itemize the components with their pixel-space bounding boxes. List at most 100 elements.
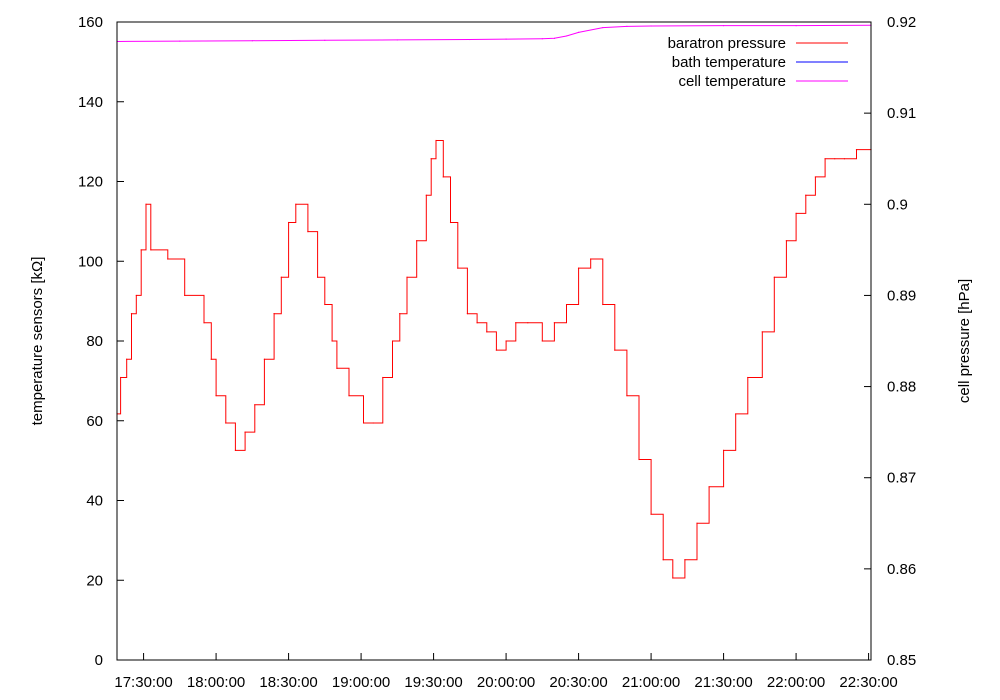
data-point xyxy=(244,431,246,433)
data-point xyxy=(785,240,788,242)
data-point xyxy=(553,322,556,324)
ticks-layer: 0 20 40 60 80 100 120 140 160 0.85 0.86 0.87 0.88 0.8… xyxy=(78,14,916,691)
data-point xyxy=(135,294,137,297)
y2-tick-label: 0.85 xyxy=(887,652,916,669)
data-point xyxy=(254,404,256,406)
data-point xyxy=(280,276,282,278)
data-point xyxy=(140,249,142,251)
data-point xyxy=(287,221,290,224)
data-point xyxy=(577,267,580,269)
data-point xyxy=(515,322,517,324)
data-point xyxy=(855,149,858,151)
data-point xyxy=(145,203,147,205)
data-point xyxy=(650,513,652,515)
y2-tick-label: 0.9 xyxy=(887,196,908,213)
data-point xyxy=(577,31,580,33)
data-point xyxy=(150,249,152,251)
data-point xyxy=(273,313,275,315)
data-point xyxy=(167,258,169,260)
y2-tick-label: 0.89 xyxy=(887,287,916,304)
data-point xyxy=(396,39,398,41)
data-point xyxy=(457,267,459,269)
legend-label-cell-temperature: cell temperature xyxy=(678,73,786,90)
data-point xyxy=(126,358,128,360)
x-tick-label: 22:30:00 xyxy=(839,674,897,691)
x-tick-label: 18:00:00 xyxy=(187,674,245,691)
data-point xyxy=(527,322,529,324)
data-point xyxy=(215,395,217,397)
x-tick-label: 19:30:00 xyxy=(404,674,462,691)
data-point xyxy=(263,358,266,360)
data-point xyxy=(466,313,469,315)
data-point xyxy=(672,577,674,579)
data-point xyxy=(684,559,686,561)
data-point xyxy=(416,240,418,242)
data-point xyxy=(541,340,543,342)
data-point xyxy=(324,39,326,41)
data-point xyxy=(210,358,212,360)
y-tick-label: 60 xyxy=(86,413,103,430)
data-point xyxy=(602,26,604,29)
data-point xyxy=(130,313,133,315)
data-point xyxy=(307,231,309,233)
y2-tick-label: 0.92 xyxy=(887,14,916,31)
data-point xyxy=(814,176,817,178)
data-point xyxy=(505,38,507,40)
data-point xyxy=(735,413,737,415)
x-tick-label: 21:30:00 xyxy=(694,674,752,691)
data-point xyxy=(824,158,826,160)
data-point xyxy=(565,35,568,37)
y2-tick-label: 0.88 xyxy=(887,379,916,396)
data-point xyxy=(225,422,227,424)
x-tick-label: 20:30:00 xyxy=(549,674,607,691)
y-axis-title: temperature sensors [kΩ] xyxy=(29,257,46,426)
y2-tick-label: 0.91 xyxy=(887,105,916,122)
data-point xyxy=(626,395,628,397)
y-tick-label: 120 xyxy=(78,174,103,191)
data-point xyxy=(362,422,365,424)
data-point xyxy=(565,303,568,306)
data-point xyxy=(324,303,326,306)
series-line-baratron-pressure xyxy=(117,140,871,579)
x-tick-label: 20:00:00 xyxy=(477,674,535,691)
data-point xyxy=(650,25,652,27)
y2-tick-label: 0.86 xyxy=(887,561,916,578)
y-tick-label: 160 xyxy=(78,14,103,31)
data-point xyxy=(708,486,710,488)
data-point xyxy=(316,276,319,278)
data-point xyxy=(442,176,444,178)
y2-tick-label: 0.87 xyxy=(887,470,916,487)
data-point xyxy=(553,37,556,39)
data-point xyxy=(336,367,338,369)
data-point xyxy=(179,40,181,42)
data-point xyxy=(614,349,616,351)
data-point xyxy=(495,349,498,351)
data-point xyxy=(234,449,237,451)
data-point xyxy=(372,422,374,424)
data-point xyxy=(251,40,253,42)
y2-axis-title: cell pressure [hPa] xyxy=(956,279,973,403)
data-point xyxy=(662,559,664,561)
y-tick-label: 80 xyxy=(86,333,103,350)
y-tick-label: 0 xyxy=(95,652,103,669)
data-point xyxy=(469,38,471,41)
data-point xyxy=(505,340,507,342)
data-point xyxy=(348,395,350,397)
data-point xyxy=(541,38,543,40)
data-point xyxy=(834,158,836,160)
data-point xyxy=(795,212,797,214)
x-tick-label: 19:00:00 xyxy=(332,674,390,691)
data-point xyxy=(761,331,763,333)
x-tick-label: 22:00:00 xyxy=(767,674,825,691)
data-point xyxy=(331,340,333,342)
legend: baratron pressure bath temperature cell … xyxy=(668,35,848,90)
data-point xyxy=(184,294,186,297)
data-point xyxy=(399,313,401,315)
data-point xyxy=(805,194,807,196)
x-tick-label: 18:30:00 xyxy=(259,674,317,691)
data-point xyxy=(406,276,408,278)
y-tick-label: 20 xyxy=(86,572,103,589)
data-point xyxy=(747,376,749,379)
legend-label-baratron-pressure: baratron pressure xyxy=(668,35,786,52)
data-point xyxy=(638,458,640,461)
